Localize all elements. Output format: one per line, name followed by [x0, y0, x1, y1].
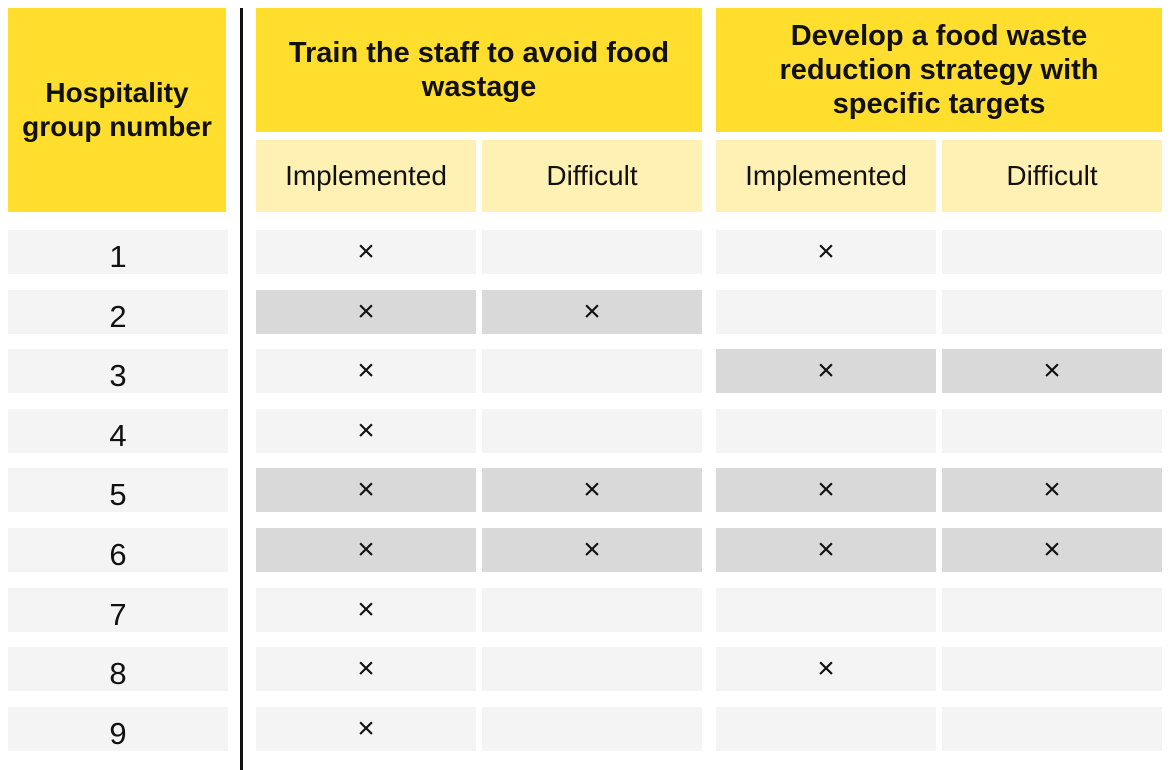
- check-mark-icon: ×: [357, 533, 375, 566]
- subheader-label: Difficult: [1006, 160, 1098, 191]
- subheader-train-implemented: Implemented: [256, 140, 476, 212]
- cell-train-difficult-row-9: [482, 707, 702, 751]
- subheader-strategy-difficult: Difficult: [942, 140, 1162, 212]
- cell-strategy-difficult-row-6: ×: [942, 528, 1162, 572]
- row-number-1: 1: [8, 230, 228, 274]
- cell-strategy-implemented-row-2: [716, 290, 936, 334]
- cell-strategy-difficult-row-1: [942, 230, 1162, 274]
- check-mark-icon: ×: [817, 652, 835, 685]
- check-mark-icon: ×: [1043, 533, 1061, 566]
- check-mark-icon: ×: [357, 295, 375, 328]
- cell-train-implemented-row-7: ×: [256, 588, 476, 632]
- check-mark-icon: ×: [817, 473, 835, 506]
- row-number-5: 5: [8, 468, 228, 512]
- group-header-train: Train the staff to avoid food wastage: [256, 8, 702, 132]
- cell-strategy-implemented-row-5: ×: [716, 468, 936, 512]
- cell-strategy-difficult-row-9: [942, 707, 1162, 751]
- row-number-9: 9: [8, 707, 228, 751]
- subheader-train-difficult: Difficult: [482, 140, 702, 212]
- row-number-3: 3: [8, 349, 228, 393]
- cell-train-difficult-row-7: [482, 588, 702, 632]
- check-mark-icon: ×: [357, 473, 375, 506]
- cell-train-difficult-row-8: [482, 647, 702, 691]
- cell-train-implemented-row-4: ×: [256, 409, 476, 453]
- subheader-strategy-implemented: Implemented: [716, 140, 936, 212]
- cell-strategy-difficult-row-5: ×: [942, 468, 1162, 512]
- check-mark-icon: ×: [817, 533, 835, 566]
- cell-strategy-difficult-row-7: [942, 588, 1162, 632]
- check-mark-icon: ×: [357, 354, 375, 387]
- cell-train-difficult-row-6: ×: [482, 528, 702, 572]
- row-number-8: 8: [8, 647, 228, 691]
- cell-train-implemented-row-8: ×: [256, 647, 476, 691]
- cell-strategy-difficult-row-8: [942, 647, 1162, 691]
- cell-strategy-implemented-row-6: ×: [716, 528, 936, 572]
- check-mark-icon: ×: [583, 295, 601, 328]
- check-mark-icon: ×: [357, 712, 375, 745]
- group-header-strategy: Develop a food waste reduction strategy …: [716, 8, 1162, 132]
- cell-strategy-difficult-row-3: ×: [942, 349, 1162, 393]
- corner-header-label: Hospitality group number: [22, 77, 212, 142]
- column-divider: [240, 8, 243, 770]
- check-mark-icon: ×: [1043, 473, 1061, 506]
- check-mark-icon: ×: [357, 593, 375, 626]
- check-mark-icon: ×: [817, 235, 835, 268]
- cell-train-difficult-row-2: ×: [482, 290, 702, 334]
- cell-strategy-difficult-row-2: [942, 290, 1162, 334]
- row-number-7: 7: [8, 588, 228, 632]
- cell-strategy-implemented-row-9: [716, 707, 936, 751]
- subheader-label: Implemented: [285, 160, 447, 191]
- corner-header: Hospitality group number: [8, 8, 226, 212]
- check-mark-icon: ×: [357, 652, 375, 685]
- cell-train-implemented-row-5: ×: [256, 468, 476, 512]
- check-mark-icon: ×: [583, 533, 601, 566]
- check-mark-icon: ×: [817, 354, 835, 387]
- check-mark-icon: ×: [1043, 354, 1061, 387]
- cell-train-difficult-row-4: [482, 409, 702, 453]
- cell-strategy-implemented-row-8: ×: [716, 647, 936, 691]
- cell-train-difficult-row-5: ×: [482, 468, 702, 512]
- cell-strategy-difficult-row-4: [942, 409, 1162, 453]
- cell-train-implemented-row-1: ×: [256, 230, 476, 274]
- group-header-train-label: Train the staff to avoid food wastage: [288, 37, 670, 103]
- check-mark-icon: ×: [357, 414, 375, 447]
- cell-train-implemented-row-2: ×: [256, 290, 476, 334]
- row-number-4: 4: [8, 409, 228, 453]
- cell-strategy-implemented-row-7: [716, 588, 936, 632]
- group-header-strategy-label: Develop a food waste reduction strategy …: [779, 20, 1099, 120]
- cell-strategy-implemented-row-3: ×: [716, 349, 936, 393]
- cell-train-implemented-row-9: ×: [256, 707, 476, 751]
- cell-train-difficult-row-3: [482, 349, 702, 393]
- check-mark-icon: ×: [357, 235, 375, 268]
- row-number-2: 2: [8, 290, 228, 334]
- check-mark-icon: ×: [583, 473, 601, 506]
- cell-train-implemented-row-6: ×: [256, 528, 476, 572]
- cell-train-implemented-row-3: ×: [256, 349, 476, 393]
- subheader-label: Implemented: [745, 160, 907, 191]
- subheader-label: Difficult: [546, 160, 638, 191]
- cell-train-difficult-row-1: [482, 230, 702, 274]
- cell-strategy-implemented-row-1: ×: [716, 230, 936, 274]
- row-number-6: 6: [8, 528, 228, 572]
- cell-strategy-implemented-row-4: [716, 409, 936, 453]
